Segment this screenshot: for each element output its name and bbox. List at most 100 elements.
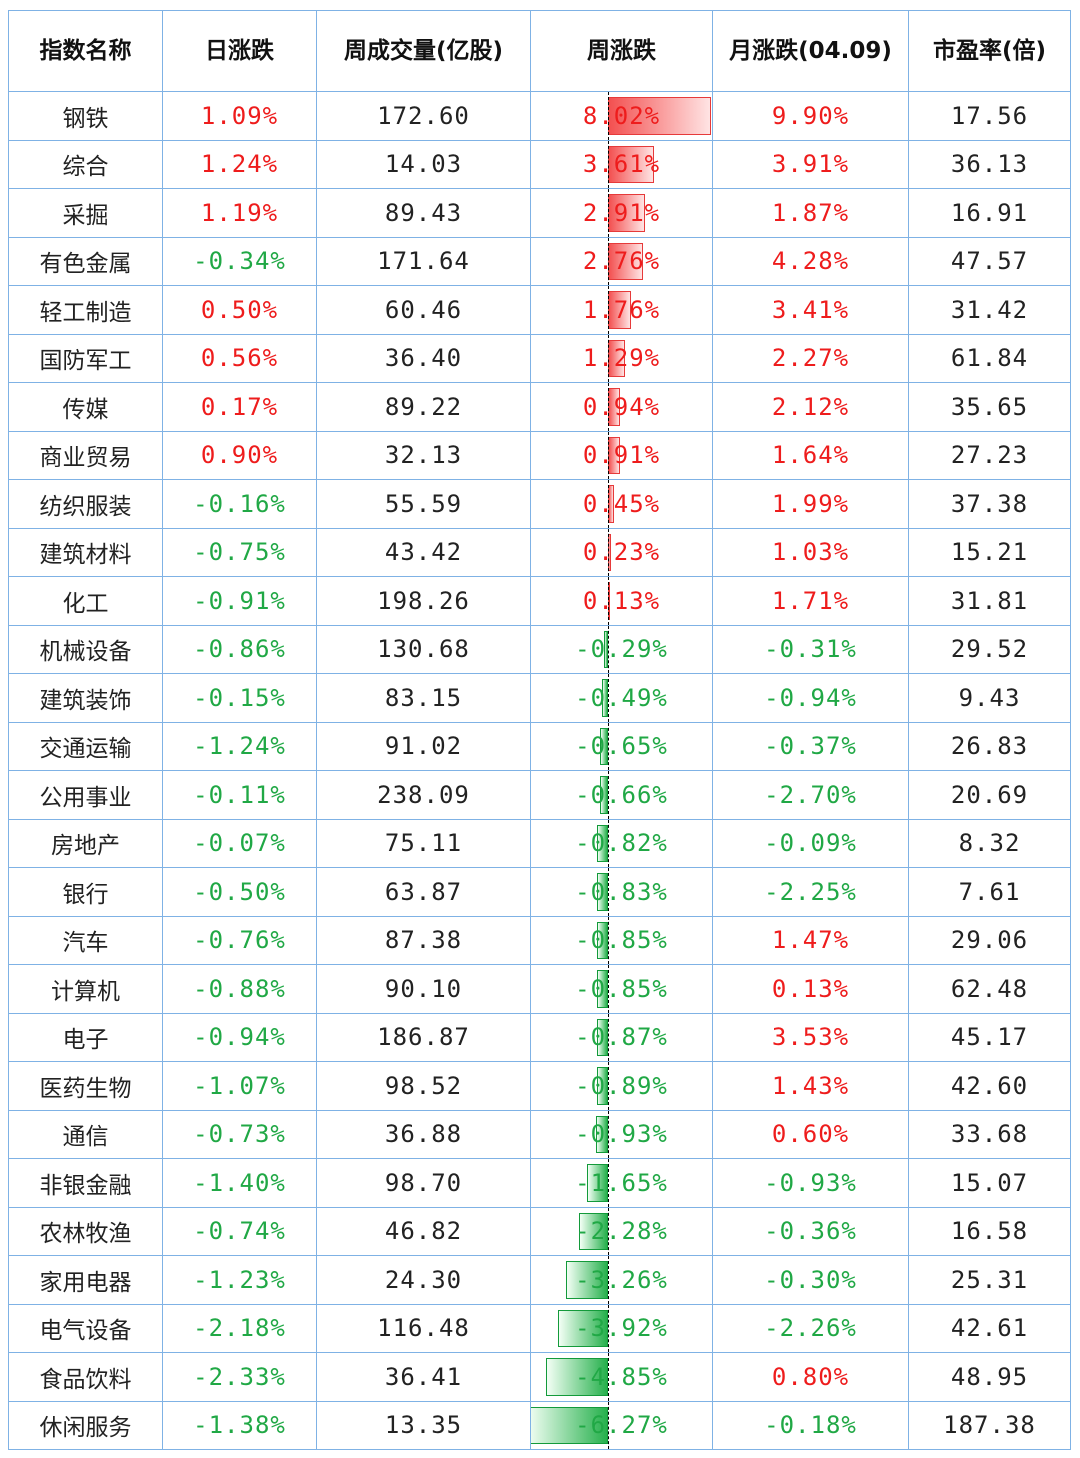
daily-change-cell: -2.33% (162, 1352, 317, 1402)
daily-change-cell: -0.74% (162, 1206, 317, 1256)
weekly-change-value: 1.29% (582, 344, 661, 373)
weekly-change-value: 0.45% (582, 489, 661, 518)
zero-axis-line (608, 237, 609, 285)
table-row: 医药生物 -1.07% 98.52 -0.89% 1.43% 42.60 (8, 1061, 1071, 1111)
weekly-change-cell: 8.02% (530, 91, 713, 141)
zero-axis-line (608, 1013, 609, 1061)
weekly-change-bar (596, 1115, 608, 1153)
zero-axis-line (608, 431, 609, 479)
weekly-change-cell: -4.85% (530, 1352, 713, 1402)
weekly-change-value: -0.49% (575, 683, 668, 712)
monthly-change-cell: 0.13% (712, 964, 909, 1014)
monthly-change-cell: -0.09% (712, 818, 909, 868)
weekly-change-value: 2.91% (582, 198, 661, 227)
weekly-volume-cell: 60.46 (316, 285, 531, 335)
index-name-cell: 商业贸易 (8, 430, 163, 480)
weekly-change-value: 0.94% (582, 392, 661, 421)
pe-ratio-cell: 8.32 (908, 818, 1071, 868)
weekly-change-value: -0.83% (575, 877, 668, 906)
daily-change-cell: -2.18% (162, 1303, 317, 1353)
index-name-cell: 建筑装饰 (8, 673, 163, 723)
daily-change-cell: -0.11% (162, 770, 317, 820)
weekly-volume-cell: 87.38 (316, 915, 531, 965)
zero-axis-line (608, 625, 609, 673)
monthly-change-cell: 1.71% (712, 576, 909, 626)
zero-axis-line (608, 1207, 609, 1255)
weekly-change-cell: -0.89% (530, 1061, 713, 1111)
daily-change-cell: 0.17% (162, 382, 317, 432)
weekly-volume-cell: 13.35 (316, 1400, 531, 1450)
daily-change-cell: -1.40% (162, 1158, 317, 1208)
index-name-cell: 有色金属 (8, 236, 163, 286)
daily-change-cell: 0.50% (162, 285, 317, 335)
index-name-cell: 建筑材料 (8, 527, 163, 577)
weekly-change-value: 8.02% (582, 101, 661, 130)
weekly-change-cell: -0.85% (530, 964, 713, 1014)
zero-axis-line (608, 1353, 609, 1401)
daily-change-cell: -0.94% (162, 1012, 317, 1062)
zero-axis-line (608, 92, 609, 140)
weekly-volume-cell: 238.09 (316, 770, 531, 820)
weekly-change-bar (586, 1164, 608, 1202)
weekly-change-value: -0.87% (575, 1023, 668, 1052)
zero-axis-line (608, 722, 609, 770)
table-row: 食品饮料 -2.33% 36.41 -4.85% 0.80% 48.95 (8, 1352, 1071, 1402)
zero-axis-line (608, 965, 609, 1013)
weekly-change-bar (597, 970, 608, 1008)
index-name-cell: 公用事业 (8, 770, 163, 820)
weekly-change-cell: -0.83% (530, 867, 713, 917)
weekly-change-bar (596, 1018, 608, 1056)
index-name-cell: 轻工制造 (8, 285, 163, 335)
monthly-change-cell: -2.25% (712, 867, 909, 917)
weekly-change-cell: 0.94% (530, 382, 713, 432)
weekly-volume-cell: 186.87 (316, 1012, 531, 1062)
table-row: 通信 -0.73% 36.88 -0.93% 0.60% 33.68 (8, 1109, 1071, 1159)
weekly-change-bar (601, 679, 608, 717)
pe-ratio-cell: 42.61 (908, 1303, 1071, 1353)
daily-change-cell: -0.15% (162, 673, 317, 723)
zero-axis-line (608, 1062, 609, 1110)
zero-axis-line (608, 868, 609, 916)
pe-ratio-cell: 16.91 (908, 188, 1071, 238)
pe-ratio-cell: 37.38 (908, 479, 1071, 529)
pe-ratio-cell: 29.06 (908, 915, 1071, 965)
index-name-cell: 家用电器 (8, 1255, 163, 1305)
monthly-change-cell: 1.87% (712, 188, 909, 238)
weekly-volume-cell: 46.82 (316, 1206, 531, 1256)
weekly-volume-cell: 36.41 (316, 1352, 531, 1402)
weekly-change-cell: 0.45% (530, 479, 713, 529)
index-name-cell: 纺织服装 (8, 479, 163, 529)
daily-change-cell: -0.76% (162, 915, 317, 965)
index-name-cell: 电子 (8, 1012, 163, 1062)
weekly-volume-cell: 198.26 (316, 576, 531, 626)
index-name-cell: 农林牧渔 (8, 1206, 163, 1256)
table-row: 计算机 -0.88% 90.10 -0.85% 0.13% 62.48 (8, 964, 1071, 1014)
weekly-change-cell: -0.82% (530, 818, 713, 868)
pe-ratio-cell: 33.68 (908, 1109, 1071, 1159)
pe-ratio-cell: 9.43 (908, 673, 1071, 723)
weekly-change-value: -0.85% (575, 926, 668, 955)
daily-change-cell: 1.19% (162, 188, 317, 238)
weekly-change-cell: 2.76% (530, 236, 713, 286)
pe-ratio-cell: 7.61 (908, 867, 1071, 917)
daily-change-cell: -1.23% (162, 1255, 317, 1305)
monthly-change-cell: 2.27% (712, 333, 909, 383)
zero-axis-line (608, 480, 609, 528)
weekly-change-cell: -0.85% (530, 915, 713, 965)
weekly-change-cell: -2.28% (530, 1206, 713, 1256)
weekly-volume-cell: 14.03 (316, 139, 531, 189)
weekly-change-cell: -0.93% (530, 1109, 713, 1159)
zero-axis-line (608, 771, 609, 819)
table-row: 采掘 1.19% 89.43 2.91% 1.87% 16.91 (8, 188, 1071, 238)
monthly-change-cell: -2.26% (712, 1303, 909, 1353)
daily-change-cell: -0.86% (162, 624, 317, 674)
table-body: 钢铁 1.09% 172.60 8.02% 9.90% 17.56 综合 1.24% 14.03… (8, 91, 1071, 1450)
weekly-change-cell: 0.13% (530, 576, 713, 626)
index-name-cell: 电气设备 (8, 1303, 163, 1353)
weekly-volume-cell: 55.59 (316, 479, 531, 529)
weekly-change-value: 1.76% (582, 295, 661, 324)
weekly-change-value: 0.91% (582, 441, 661, 470)
weekly-change-cell: -0.49% (530, 673, 713, 723)
table-row: 轻工制造 0.50% 60.46 1.76% 3.41% 31.42 (8, 285, 1071, 335)
index-name-cell: 化工 (8, 576, 163, 626)
